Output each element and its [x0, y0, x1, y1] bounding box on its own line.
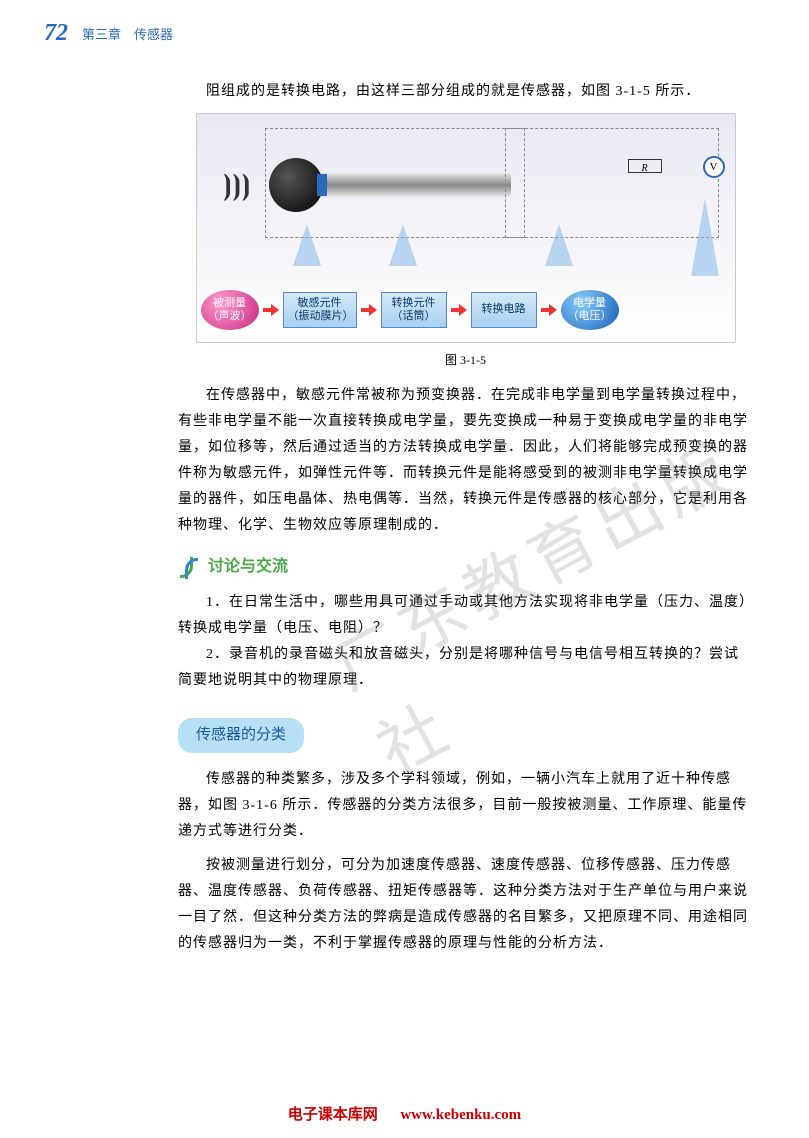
refresh-icon: [178, 557, 200, 579]
flow-arrow-icon: [361, 306, 377, 314]
flow-label: （电压）: [568, 310, 612, 323]
footer-site-name: 电子课本库网: [288, 1107, 378, 1123]
flow-label: （振动膜片）: [288, 310, 352, 323]
flow-box: 敏感元件 （振动膜片）: [283, 292, 357, 328]
flow-label: 被测量: [213, 297, 246, 310]
paragraph-2: 传感器的种类繁多，涉及多个学科领域，例如，一辆小汽车上就用了近十种传感器，如图 …: [178, 767, 753, 845]
flow-end-oval: 电学量 （电压）: [561, 290, 619, 330]
page-header: 72 第三章 传感器: [0, 0, 809, 47]
sensor-diagram: ⦘⦘⦘ R V 被测量 （声波） 敏感元件: [196, 113, 736, 343]
flow-arrow-icon: [451, 306, 467, 314]
flow-label: 电学量: [573, 297, 606, 310]
callout-arrow: [293, 224, 321, 266]
intro-paragraph: 阻组成的是转换电路，由这样三部分组成的就是传感器，如图 3-1-5 所示．: [178, 79, 753, 105]
page-footer: 电子课本库网 www.kebenku.com: [0, 1103, 809, 1124]
callout-arrow: [389, 224, 417, 266]
figure-3-1-5: ⦘⦘⦘ R V 被测量 （声波） 敏感元件: [196, 113, 736, 371]
flow-label: （声波）: [208, 310, 252, 323]
main-paragraph: 在传感器中，敏感元件常被称为预变换器．在完成非电学量到电学量转换过程中，有些非电…: [178, 383, 753, 538]
discuss-title-text: 讨论与交流: [208, 558, 288, 575]
microphone-graphic: [269, 150, 361, 220]
callout-arrow: [545, 224, 573, 266]
callout-arrow: [691, 198, 719, 276]
voltmeter-symbol: V: [703, 156, 725, 178]
flow-label: （话筒）: [392, 310, 436, 323]
subheading-container: 传感器的分类: [178, 708, 753, 768]
page-number: 72: [44, 20, 68, 47]
discuss-questions: 1．在日常生活中，哪些用具可通过手动或其他方法实现将非电学量（压力、温度）转换成…: [178, 590, 753, 694]
figure-caption: 图 3-1-5: [196, 349, 736, 371]
flow-start-oval: 被测量 （声波）: [201, 290, 259, 330]
flow-chart-row: 被测量 （声波） 敏感元件 （振动膜片） 转换元件 （话筒） 转换电路: [201, 290, 619, 330]
circuit-region: R: [505, 128, 719, 238]
flow-label: 敏感元件: [298, 297, 342, 310]
flow-arrow-icon: [541, 306, 557, 314]
sound-wave-icon: ⦘⦘⦘: [223, 160, 251, 212]
flow-box: 转换元件 （话筒）: [381, 292, 447, 328]
flow-arrow-icon: [263, 306, 279, 314]
footer-url: www.kebenku.com: [400, 1107, 521, 1123]
discuss-heading: 讨论与交流: [178, 552, 753, 582]
paragraph-3: 按被测量进行划分，可分为加速度传感器、速度传感器、位移传感器、压力传感器、温度传…: [178, 853, 753, 957]
page-content: 阻组成的是转换电路，由这样三部分组成的就是传感器，如图 3-1-5 所示． ⦘⦘…: [0, 47, 809, 957]
flow-box: 转换电路: [471, 292, 537, 328]
subheading-pill: 传感器的分类: [178, 718, 304, 754]
flow-label: 转换电路: [482, 303, 526, 316]
flow-label: 转换元件: [392, 297, 436, 310]
question-1: 1．在日常生活中，哪些用具可通过手动或其他方法实现将非电学量（压力、温度）转换成…: [178, 590, 753, 642]
resistor-label: R: [628, 159, 662, 173]
question-2: 2．录音机的录音磁头和放音磁头，分别是将哪种信号与电信号相互转换的？尝试简要地说…: [178, 642, 753, 694]
chapter-title: 第三章 传感器: [82, 24, 173, 43]
